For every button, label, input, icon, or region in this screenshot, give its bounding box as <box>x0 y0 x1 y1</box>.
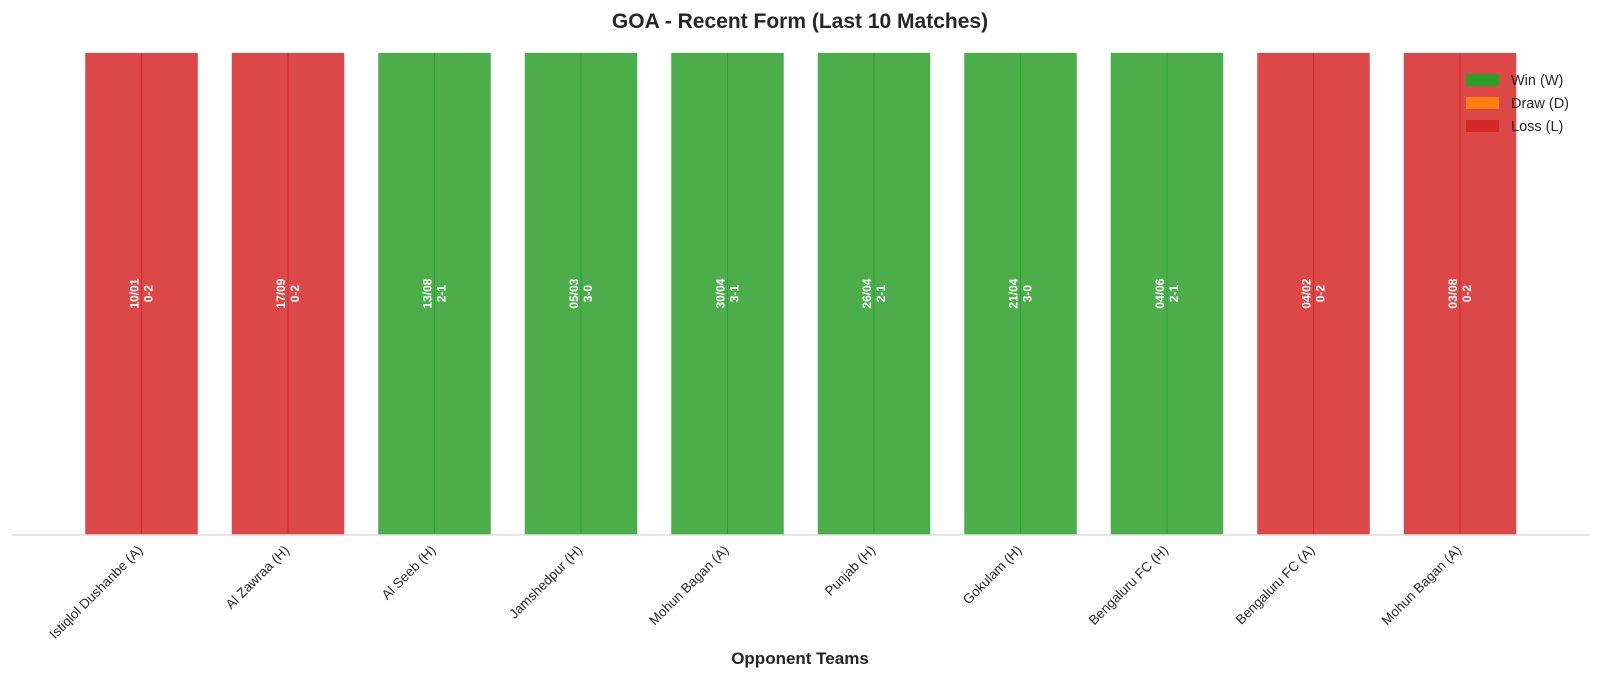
bar-label-1: 10/010-2 <box>128 278 156 308</box>
legend: Win (W) Draw (D) Loss (L) <box>1466 73 1569 135</box>
bar-score-label: 2-1 <box>435 285 449 303</box>
bar-date-label: 21/04 <box>1007 278 1021 308</box>
bar-score-label: 0-2 <box>1314 285 1328 303</box>
x-tick-label-8: Bengaluru FC (H) <box>1086 543 1171 628</box>
x-tick-label-10: Mohun Bagan (A) <box>1379 543 1464 628</box>
bar-score-label: 3-1 <box>728 285 742 303</box>
bar-date-label: 05/03 <box>567 278 581 308</box>
bar-label-5: 30/043-1 <box>714 278 742 308</box>
bar-label-6: 26/042-1 <box>860 278 888 308</box>
bar-date-label: 17/09 <box>274 278 288 308</box>
bar-date-label: 13/08 <box>421 278 435 308</box>
bar-score-label: 2-1 <box>1167 285 1181 303</box>
bar-date-label: 04/02 <box>1300 278 1314 308</box>
chart-title: GOA - Recent Form (Last 10 Matches) <box>612 10 988 33</box>
x-tick-label-9: Bengaluru FC (A) <box>1233 543 1318 628</box>
bar-score-label: 0-2 <box>288 285 302 303</box>
x-tick-label-7: Gokulam (H) <box>960 543 1025 608</box>
legend-label-w: Win (W) <box>1511 73 1563 89</box>
bar-date-label: 04/06 <box>1153 278 1167 308</box>
legend-swatch-d <box>1466 97 1499 109</box>
x-tick-label-3: Al Seeb (H) <box>379 543 439 603</box>
bar-score-label: 3-0 <box>1021 285 1035 303</box>
bar-score-label: 2-1 <box>874 285 888 303</box>
bar-date-label: 26/04 <box>860 278 874 308</box>
bar-label-7: 21/043-0 <box>1007 278 1035 308</box>
x-tick-label-2: Al Zawraa (H) <box>223 543 292 612</box>
bar-label-2: 17/090-2 <box>274 278 302 308</box>
x-tick-label-6: Punjab (H) <box>822 543 878 599</box>
bar-score-label: 3-0 <box>581 285 595 303</box>
x-tick-labels: Istiqlol Dushanbe (A) Al Zawraa (H) Al See… <box>46 543 1464 642</box>
bar-label-4: 05/033-0 <box>567 278 595 308</box>
legend-label-d: Draw (D) <box>1511 96 1569 112</box>
bar-date-label: 03/08 <box>1446 278 1460 308</box>
legend-label-l: Loss (L) <box>1511 119 1563 135</box>
bars-group: 10/010-2 17/090-2 13/082-1 05/033-0 30/043-1… <box>83 51 1518 536</box>
bar-date-label: 30/04 <box>714 278 728 308</box>
bar-score-label: 0-2 <box>1460 285 1474 303</box>
legend-swatch-l <box>1466 120 1499 132</box>
x-tick-label-1: Istiqlol Dushanbe (A) <box>46 543 145 642</box>
x-tick-label-5: Mohun Bagan (A) <box>646 543 731 628</box>
bar-label-8: 04/062-1 <box>1153 278 1181 308</box>
x-axis-label: Opponent Teams <box>731 649 869 668</box>
x-tick-label-4: Jamshedpur (H) <box>506 543 585 622</box>
bar-label-9: 04/020-2 <box>1300 278 1328 308</box>
bar-date-label: 10/01 <box>128 278 142 308</box>
bar-label-3: 13/082-1 <box>421 278 449 308</box>
legend-swatch-w <box>1466 74 1499 86</box>
bar-label-10: 03/080-2 <box>1446 278 1474 308</box>
bar-score-label: 0-2 <box>142 285 156 303</box>
